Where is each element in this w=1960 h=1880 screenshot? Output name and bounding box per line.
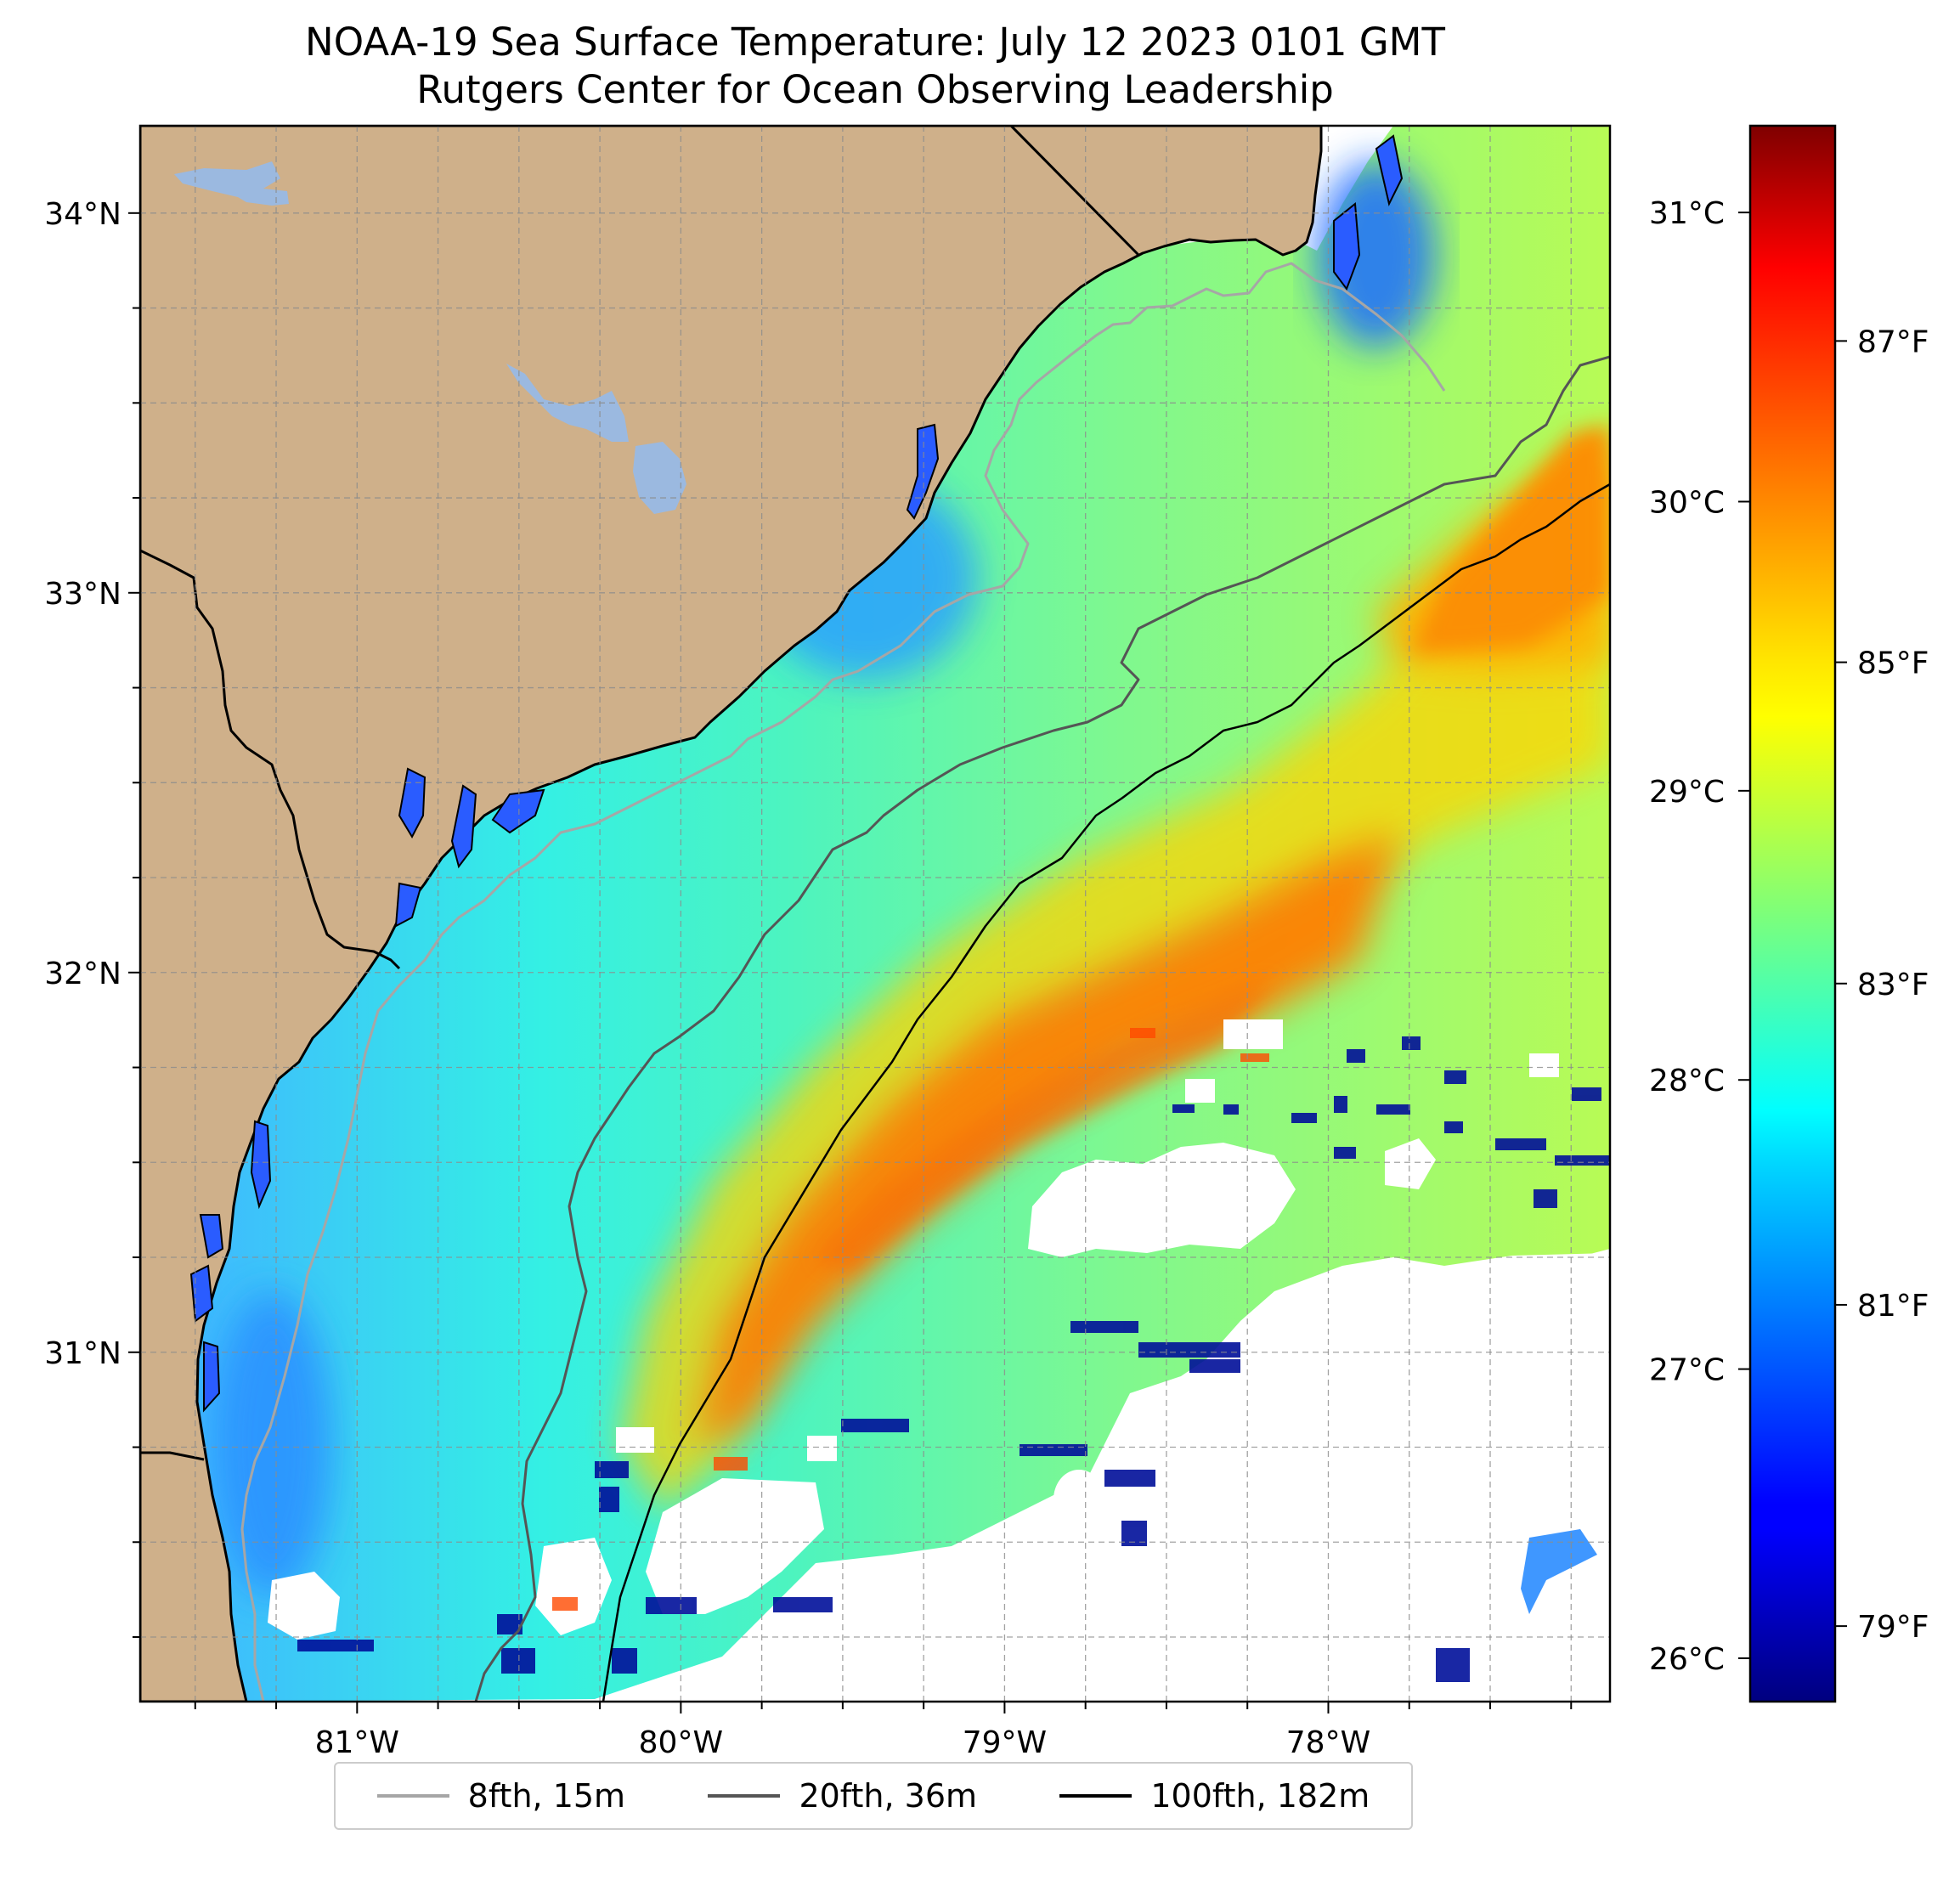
ocean-surface bbox=[187, 126, 1610, 1702]
celsius-tick-label: 28°C bbox=[1649, 1064, 1725, 1098]
lake bbox=[506, 364, 629, 442]
celsius-tick-label: 27°C bbox=[1649, 1353, 1725, 1388]
legend-swatch bbox=[1059, 1794, 1133, 1798]
lat-tick-label: 32°N bbox=[44, 957, 121, 991]
lon-tick-label: 79°W bbox=[963, 1725, 1047, 1760]
cloud-edge-artifacts bbox=[149, 1028, 1610, 1682]
colorbar-fahrenheit-axis: 87°F 85°F 83°F 81°F 79°F bbox=[1835, 325, 1929, 1645]
title-line-1: NOAA-19 Sea Surface Temperature: July 12… bbox=[305, 20, 1445, 65]
gridlines bbox=[140, 126, 1610, 1702]
border-sc-ga bbox=[140, 549, 401, 970]
fahrenheit-tick-label: 87°F bbox=[1857, 325, 1929, 359]
legend-swatch bbox=[376, 1794, 449, 1798]
sst-field bbox=[187, 126, 1610, 1702]
lon-tick-label: 81°W bbox=[315, 1725, 399, 1760]
lon-tick-label: 80°W bbox=[639, 1725, 723, 1760]
fahrenheit-tick-label: 83°F bbox=[1857, 968, 1929, 1002]
longitude-axis: 81°W 80°W 79°W 78°W bbox=[194, 1702, 1573, 1760]
legend-swatch bbox=[708, 1794, 781, 1798]
legend-label: 100fth, 182m bbox=[1150, 1777, 1370, 1815]
fahrenheit-tick-label: 81°F bbox=[1857, 1289, 1929, 1324]
land-mass bbox=[140, 126, 1323, 1702]
lake bbox=[174, 161, 289, 206]
celsius-tick-label: 26°C bbox=[1649, 1642, 1725, 1677]
cool-nearshore-patch bbox=[212, 1291, 331, 1597]
latitude-axis: 34°N 33°N 32°N 31°N bbox=[44, 197, 140, 1639]
map-panel bbox=[140, 126, 1610, 1702]
lat-tick-label: 34°N bbox=[44, 197, 121, 232]
chart-title: NOAA-19 Sea Surface Temperature: July 12… bbox=[140, 19, 1610, 114]
border-ga-fl bbox=[140, 1451, 205, 1461]
legend-entry-100fth: 100fth, 182m bbox=[1059, 1777, 1370, 1815]
state-borders bbox=[140, 126, 1140, 1461]
map-frame bbox=[138, 124, 1612, 1703]
colorbar: 31°C 30°C 29°C 28°C 27°C 26°C 87°F 85°F 83°F 81°… bbox=[1649, 124, 1929, 1703]
legend-label: 8fth, 15m bbox=[467, 1777, 626, 1815]
lakes bbox=[174, 161, 686, 514]
fahrenheit-tick-label: 79°F bbox=[1857, 1610, 1929, 1645]
lat-tick-label: 33°N bbox=[44, 577, 121, 612]
isobath-legend: 8fth, 15m 20fth, 36m 100fth, 182m bbox=[334, 1762, 1413, 1830]
coastal-inlets bbox=[189, 134, 1404, 1413]
cool-nearshore-patch bbox=[1317, 161, 1436, 348]
no-data-regions bbox=[268, 1019, 1610, 1702]
legend-label: 20fth, 36m bbox=[799, 1777, 978, 1815]
legend-entry-8fth: 8fth, 15m bbox=[376, 1777, 626, 1815]
border-nc-sc bbox=[1009, 126, 1140, 257]
lake bbox=[633, 442, 686, 514]
isobath-100fth bbox=[602, 483, 1610, 1702]
isobath-20fth bbox=[474, 355, 1610, 1702]
fahrenheit-tick-label: 85°F bbox=[1857, 646, 1929, 681]
celsius-tick-label: 29°C bbox=[1649, 775, 1725, 810]
celsius-tick-label: 31°C bbox=[1649, 196, 1725, 231]
legend-entry-20fth: 20fth, 36m bbox=[708, 1777, 977, 1815]
colorbar-gradient bbox=[1748, 124, 1837, 1703]
title-line-2: Rutgers Center for Ocean Observing Leade… bbox=[416, 67, 1334, 112]
isobath-8fth bbox=[240, 262, 1446, 1702]
lat-tick-label: 31°N bbox=[44, 1336, 121, 1371]
isobaths bbox=[240, 262, 1610, 1702]
lon-tick-label: 78°W bbox=[1286, 1725, 1370, 1760]
celsius-tick-label: 30°C bbox=[1649, 485, 1725, 520]
colorbar-celsius-axis: 31°C 30°C 29°C 28°C 27°C 26°C bbox=[1649, 196, 1750, 1677]
